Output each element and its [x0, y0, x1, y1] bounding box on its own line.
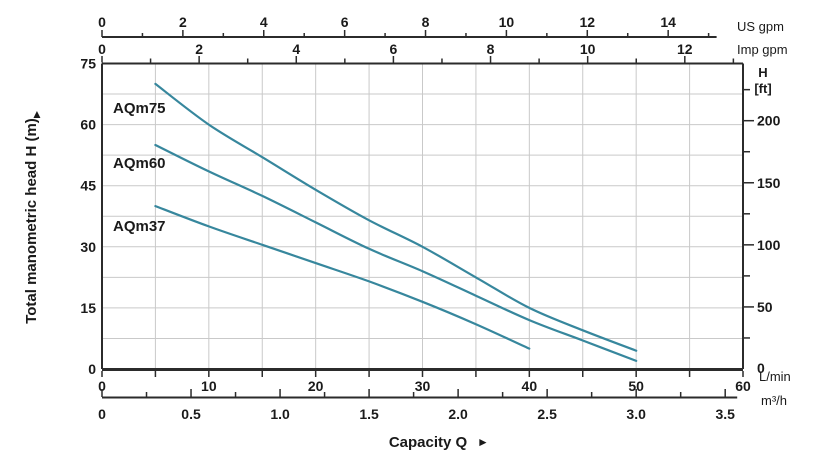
- imp-gpm-unit-label: Imp gpm: [737, 42, 788, 57]
- tick-label: 6: [390, 41, 398, 57]
- capacity-axis-title: Capacity Q: [389, 434, 468, 451]
- tick-label: 0: [88, 361, 96, 377]
- tick-label: 8: [422, 14, 430, 30]
- tick-label: 3.0: [626, 406, 646, 422]
- tick-label: 15: [80, 300, 96, 316]
- tick-label: 50: [757, 299, 773, 315]
- tick-label: 100: [757, 237, 781, 253]
- m3h-axis: 0 0.5 1.0 1.5 2.0 2.5 3.0 3.5: [98, 389, 738, 422]
- tick-label: 4: [260, 14, 268, 30]
- tick-label: 0: [98, 378, 106, 394]
- tick-label: 10: [580, 41, 596, 57]
- ft-axis-label-ft: [ft]: [754, 81, 771, 96]
- m3h-unit-label: m³/h: [761, 393, 787, 408]
- tick-label: 2.5: [537, 406, 557, 422]
- tick-label: 60: [735, 378, 751, 394]
- imp-gpm-axis: 0 2 4 6 8 10 12: [98, 41, 735, 63]
- us-gpm-axis: 0 2 4 6 8 10 12 14: [98, 14, 717, 38]
- tick-label: 0: [98, 14, 106, 30]
- tick-label: 0: [757, 360, 765, 376]
- plot-border: [101, 62, 744, 371]
- head-axis-title: Total manometric head H (m): [23, 118, 40, 324]
- tick-label: 3.5: [715, 406, 735, 422]
- tick-label: 75: [80, 56, 96, 72]
- tick-label: 20: [308, 378, 324, 394]
- tick-label: 2: [195, 41, 203, 57]
- tick-label: 0: [98, 41, 106, 57]
- tick-label: 12: [677, 41, 693, 57]
- curve-label-aqm75: AQm75: [113, 100, 166, 117]
- curve-aqm75: [154, 82, 638, 352]
- tick-label: 150: [757, 175, 781, 191]
- us-gpm-unit-label: US gpm: [737, 19, 784, 34]
- curve-aqm37: [154, 205, 531, 350]
- lmin-axis: 0 10 20 30 40 50 60: [98, 371, 751, 394]
- capacity-arrow-icon: ►: [477, 435, 489, 449]
- m-axis-labels: 0 15 30 45 60 75: [80, 56, 96, 378]
- tick-label: 1.0: [270, 406, 290, 422]
- tick-label: 14: [660, 14, 676, 30]
- plot-gridlines: [102, 63, 743, 369]
- curve-label-aqm37: AQm37: [113, 218, 166, 235]
- tick-label: 30: [80, 239, 96, 255]
- tick-label: 12: [579, 14, 595, 30]
- tick-label: 200: [757, 113, 781, 129]
- tick-label: 2.0: [448, 406, 468, 422]
- tick-label: 30: [415, 378, 431, 394]
- tick-label: 0.5: [181, 406, 201, 422]
- tick-label: 0: [98, 406, 106, 422]
- tick-label: 10: [201, 378, 217, 394]
- curve-aqm60: [154, 143, 638, 362]
- tick-label: 50: [628, 378, 644, 394]
- lmin-unit-label: L/min: [759, 369, 791, 384]
- tick-label: 1.5: [359, 406, 379, 422]
- tick-label: 60: [80, 117, 96, 133]
- tick-label: 8: [487, 41, 495, 57]
- tick-label: 6: [341, 14, 349, 30]
- curves: [154, 82, 638, 362]
- chart-generated-layer: 0 2 4 6 8 10 12 140 2 4 6 8 10 120 10 20 30 40 50 600 0.5 1.0…: [80, 14, 780, 422]
- tick-label: 4: [292, 41, 300, 57]
- curve-label-aqm60: AQm60: [113, 155, 166, 172]
- ft-axis: 50 100 150 200 0: [744, 88, 781, 376]
- tick-label: 2: [179, 14, 187, 30]
- tick-label: 10: [499, 14, 515, 30]
- head-axis-arrow-icon: ▲: [31, 107, 43, 121]
- ft-axis-label-h: H: [758, 65, 767, 80]
- tick-label: 45: [80, 178, 96, 194]
- tick-label: 40: [522, 378, 538, 394]
